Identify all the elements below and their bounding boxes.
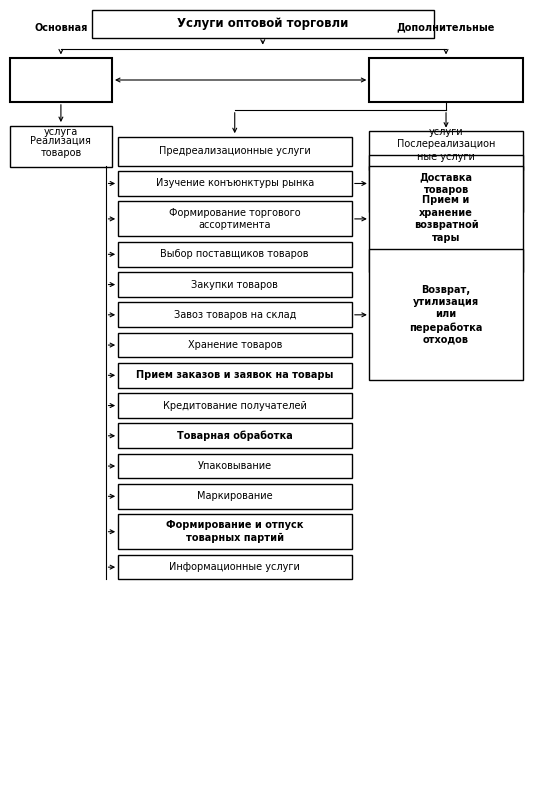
Text: Формирование и отпуск
товарных партий: Формирование и отпуск товарных партий	[166, 521, 303, 543]
Bar	[118, 171, 352, 196]
Text: Закупки товаров: Закупки товаров	[191, 279, 278, 290]
Text: Информационные услуги: Информационные услуги	[169, 562, 300, 572]
Text: Выбор поставщиков товаров: Выбор поставщиков товаров	[161, 249, 309, 259]
Text: Реализация
товаров: Реализация товаров	[31, 135, 91, 158]
Text: Дополнительные: Дополнительные	[397, 23, 495, 33]
Text: Товарная обработка: Товарная обработка	[177, 431, 293, 441]
Bar	[369, 58, 523, 102]
Bar	[118, 137, 352, 166]
Bar	[118, 423, 352, 448]
Bar	[118, 272, 352, 297]
Bar	[369, 131, 523, 170]
Text: услуги: услуги	[429, 127, 464, 137]
Bar	[118, 363, 352, 388]
Bar	[118, 393, 352, 418]
Bar	[369, 249, 523, 380]
Bar	[118, 333, 352, 357]
Text: Предреализационные услуги: Предреализационные услуги	[159, 146, 310, 156]
Text: Возврат,
утилизация
или
переработка
отходов: Возврат, утилизация или переработка отхо…	[409, 285, 483, 345]
Text: Упаковывание: Упаковывание	[198, 461, 272, 471]
Bar	[92, 10, 434, 38]
Text: Маркирование: Маркирование	[197, 491, 273, 501]
Bar	[369, 154, 523, 212]
Text: Хранение товаров: Хранение товаров	[188, 340, 282, 350]
Bar	[118, 302, 352, 327]
Text: Прием заказов и заявок на товары: Прием заказов и заявок на товары	[136, 370, 334, 380]
Bar	[118, 514, 352, 549]
Text: Основная: Основная	[34, 23, 88, 33]
Text: Изучение конъюнктуры рынка: Изучение конъюнктуры рынка	[156, 178, 314, 189]
Bar	[118, 484, 352, 509]
Text: Формирование торгового
ассортимента: Формирование торгового ассортимента	[169, 208, 301, 230]
Bar	[118, 201, 352, 236]
Bar	[118, 242, 352, 267]
Text: Кредитование получателей: Кредитование получателей	[163, 400, 307, 411]
Text: Завоз товаров на склад: Завоз товаров на склад	[174, 310, 296, 320]
Bar	[118, 555, 352, 579]
Bar	[369, 166, 523, 272]
Bar	[118, 454, 352, 478]
Text: Доставка
товаров: Доставка товаров	[419, 172, 473, 195]
Text: Послереализацион
ные услуги: Послереализацион ные услуги	[397, 139, 495, 162]
Text: Прием и
хранение
возвратной
тары: Прием и хранение возвратной тары	[413, 195, 479, 243]
Bar	[10, 58, 112, 102]
Bar	[10, 126, 112, 167]
Text: услуга: услуга	[44, 127, 78, 137]
Text: Услуги оптовой торговли: Услуги оптовой торговли	[177, 18, 348, 30]
